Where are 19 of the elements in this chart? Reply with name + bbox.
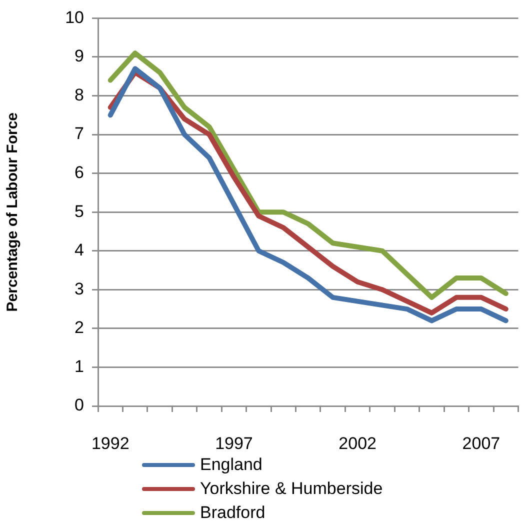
y-tick-label: 1 [74,356,84,376]
y-tick-label: 6 [74,163,84,182]
x-tick-label: 2002 [338,434,376,453]
y-tick-label: 9 [74,46,84,66]
y-tick-label: 4 [74,240,84,260]
legend-label: Yorkshire & Humberside [200,479,383,499]
y-tick-label: 3 [74,279,84,298]
y-tick-label: 5 [74,202,84,221]
legend-label: Bradford [200,503,266,523]
x-tick-label: 1992 [91,434,130,453]
y-tick-label: 0 [74,396,84,415]
y-tick-label: 2 [74,318,84,338]
y-tick-label: 10 [65,8,84,27]
y-tick-label: 8 [74,85,84,104]
x-tick-label: 1997 [215,434,253,453]
x-tick-label: 2007 [462,434,500,453]
legend-label: England [200,455,262,475]
y-tick-label: 7 [74,124,84,144]
y-axis-title: Percentage of Labour Force [4,112,22,312]
